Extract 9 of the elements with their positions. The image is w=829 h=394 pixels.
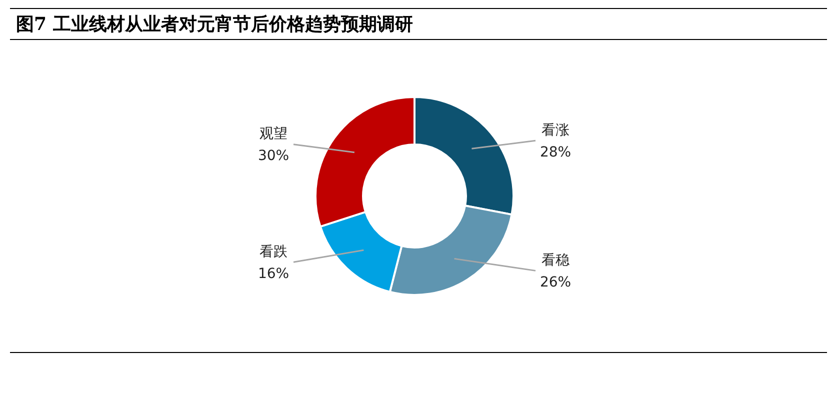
slice-label: 观望	[260, 126, 288, 142]
slice-label: 看跌	[260, 244, 288, 260]
slice-label: 看稳	[542, 252, 570, 268]
data-label: 28%	[540, 144, 572, 160]
data-label: 16%	[258, 266, 290, 282]
data-label: 26%	[540, 274, 572, 290]
slice-label: 看涨	[542, 122, 570, 138]
data-label: 30%	[258, 148, 290, 164]
chart-title: 图7 工业线材从业者对元宵节后价格趋势预期调研	[10, 8, 827, 40]
